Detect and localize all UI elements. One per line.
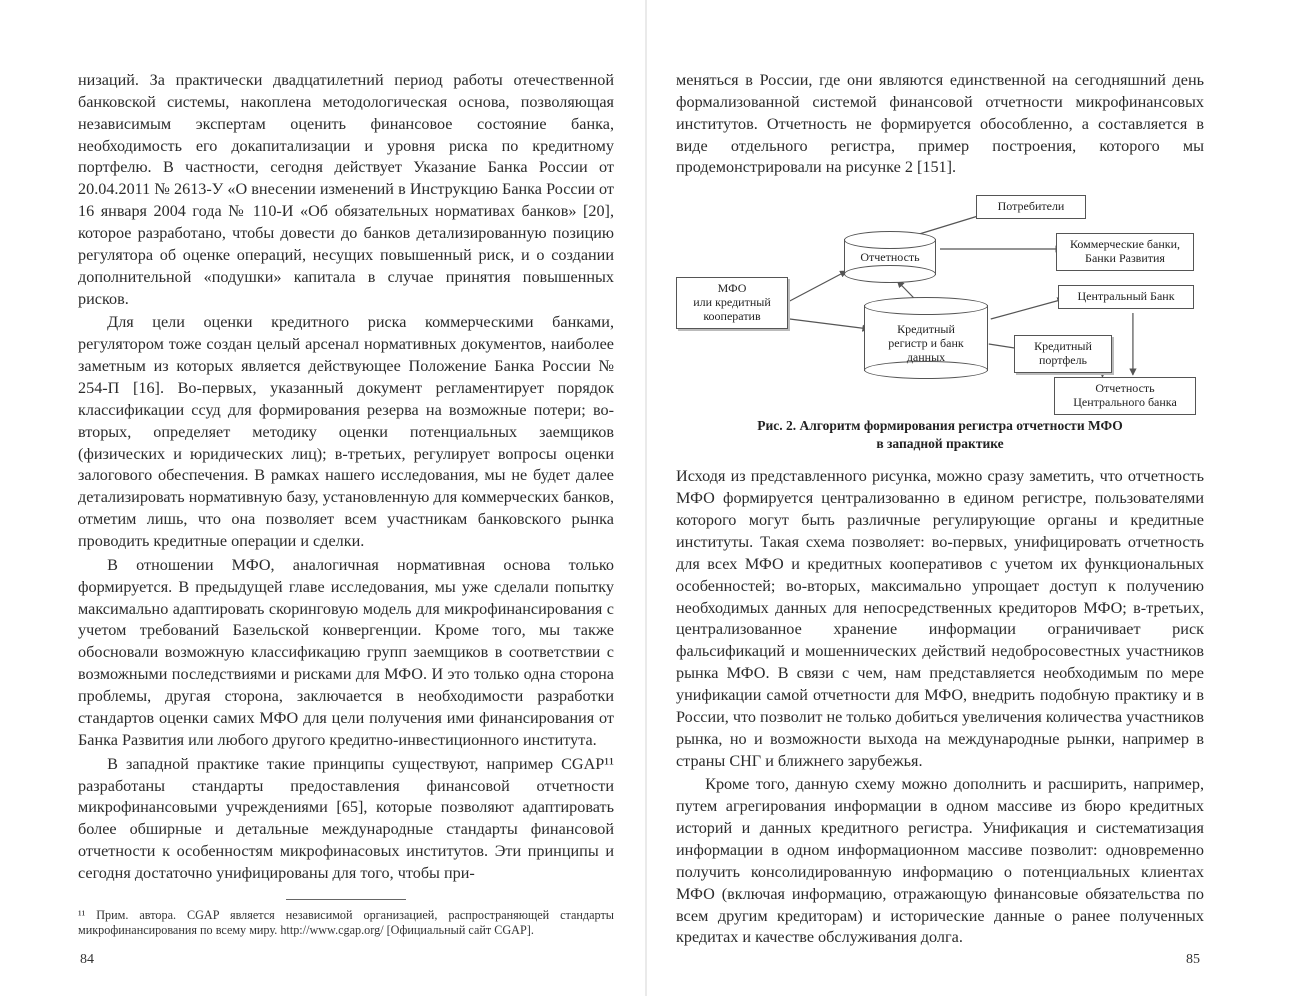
node-registry-cyl: Кредитный регистр и банк данных [864,297,988,379]
left-page-number: 84 [80,952,94,968]
node-cb-report: Отчетность Центрального банка [1054,377,1196,415]
right-page-number: 85 [1186,952,1200,968]
node-reporting-label: Отчетность [844,251,936,265]
left-body: низаций. За практически двадцатилетний п… [78,70,614,885]
node-consumers: Потребители [976,195,1086,219]
right-para-2: Кроме того, данную схему можно дополнить… [676,774,1204,949]
node-mfo: МФО или кредитный кооператив [676,277,788,328]
left-para-1: низаций. За практически двадцатилетний п… [78,70,614,310]
footnote-separator [286,899,406,900]
figure-2-caption-line1: Рис. 2. Алгоритм формирования регистра о… [757,418,1123,433]
figure-2-caption: Рис. 2. Алгоритм формирования регистра о… [696,417,1184,452]
left-para-4: В западной практике такие принципы сущес… [78,754,614,885]
right-body: Исходя из представленного рисунка, можно… [676,466,1204,949]
right-lead-para: меняться в России, где они являются един… [676,70,1204,179]
left-page: низаций. За практически двадцатилетний п… [0,0,646,996]
node-portfolio: Кредитный портфель [1014,335,1112,373]
left-para-3: В отношении МФО, аналогичная нормативная… [78,555,614,752]
node-reporting-cyl: Отчетность [844,231,936,283]
right-page: меняться в России, где они являются един… [646,0,1292,996]
node-central-bank: Центральный Банк [1058,285,1194,309]
right-lead: меняться в России, где они являются един… [676,70,1204,179]
figure-2: Потребители МФО или кредитный кооператив… [676,189,1204,452]
node-banks: Коммерческие банки, Банки Развития [1056,233,1194,271]
book-spread: низаций. За практически двадцатилетний п… [0,0,1292,996]
left-para-2: Для цели оценки кредитного риска коммерч… [78,312,614,552]
spread-gutter [645,0,647,996]
node-registry-label: Кредитный регистр и банк данных [864,323,988,364]
left-footnote: ¹¹ Прим. автора. CGAP является независим… [78,908,614,939]
figure-2-diagram: Потребители МФО или кредитный кооператив… [676,189,1204,409]
figure-2-caption-line2: в западной практике [876,436,1003,451]
right-para-1: Исходя из представленного рисунка, можно… [676,466,1204,772]
